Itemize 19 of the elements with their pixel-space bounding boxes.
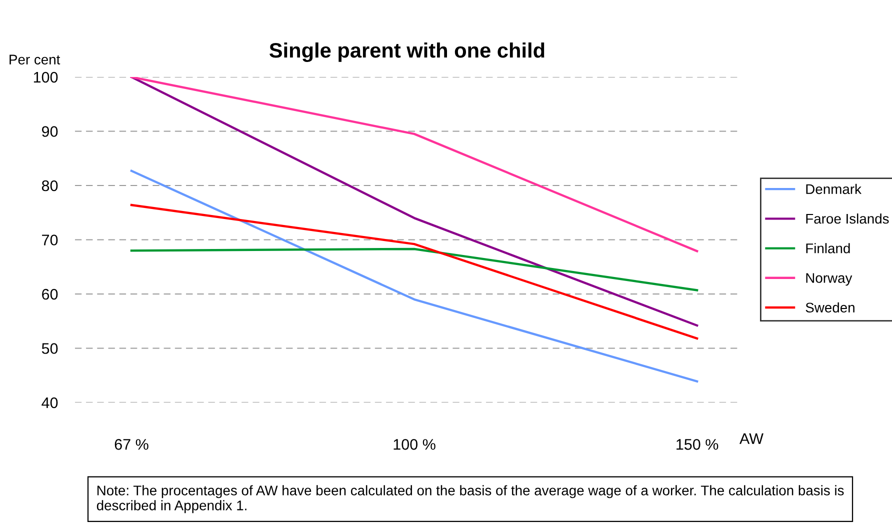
x-tick-label: 150 % (676, 439, 718, 450)
y-axis-title: Per cent (10, 54, 60, 64)
legend-label: Faroe Islands (806, 213, 889, 224)
y-tick-label: 100 (34, 72, 58, 83)
legend-label: Denmark (806, 184, 862, 194)
y-tick-label: 70 (42, 234, 58, 246)
text: Note: The procentages of AW have been calculated on the basis of the average wage of a worker. The calculation basis is described in Appendix 1. (96, 485, 844, 514)
x-tick-label: 100 % (394, 439, 436, 450)
y-tick-label: 50 (42, 343, 58, 354)
y-tick-label: 80 (42, 180, 58, 192)
y-tick-label: 40 (42, 397, 58, 408)
y-tick-label: 60 (42, 288, 58, 300)
legend-label: Finland (806, 243, 850, 254)
legend-label: Sweden (806, 302, 854, 313)
y-tick-label: 90 (42, 126, 58, 137)
chart-title: Single parent with one child (269, 42, 544, 62)
legend-label: Norway (806, 273, 852, 286)
x-tick-label: 67 % (114, 439, 148, 450)
x-axis-title: AW (740, 433, 764, 444)
